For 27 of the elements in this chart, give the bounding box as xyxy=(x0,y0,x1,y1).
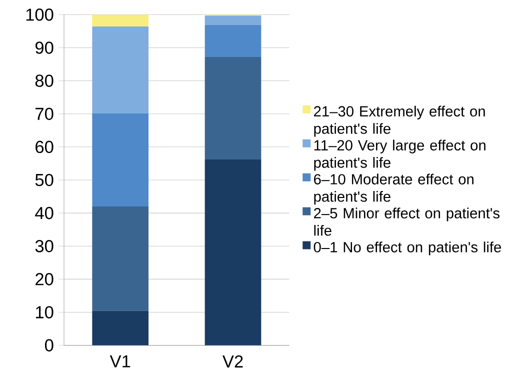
bar xyxy=(204,159,262,346)
x-tick-label: V1 xyxy=(110,355,130,368)
y-tick-label: 10 xyxy=(36,306,54,318)
y-tick-label: 0 xyxy=(44,339,54,352)
y-tick-label: 80 xyxy=(35,74,54,87)
y-tick-label: 40 xyxy=(35,206,54,220)
bar xyxy=(92,14,149,27)
legend-label: 11–20 Very large effect on patient's life xyxy=(314,140,486,171)
y-tick-label: 90 xyxy=(36,42,54,54)
bar xyxy=(92,206,149,311)
bar xyxy=(92,114,149,206)
y-tick-label: 100 xyxy=(26,8,54,21)
y-tick-label: 20 xyxy=(36,273,54,286)
bar xyxy=(204,16,262,25)
legend-label: 2–5 Minor effect on patient's life xyxy=(314,208,500,236)
y-tick-label: 60 xyxy=(36,140,54,154)
bar xyxy=(92,310,149,346)
bar xyxy=(92,26,149,114)
y-tick-label: 50 xyxy=(35,174,54,186)
x-tick-label: V2 xyxy=(222,355,243,368)
bar xyxy=(204,56,262,160)
y-tick-label: 30 xyxy=(35,240,54,252)
legend-label: 6–10 Moderate effect on patient's life xyxy=(314,174,474,205)
y-tick-label: 70 xyxy=(36,108,54,120)
legend-label: 0–1 No effect on patien's life xyxy=(314,242,502,256)
bar xyxy=(204,24,262,57)
legend-label: 21–30 Extremely effect on patient's life xyxy=(314,106,485,137)
